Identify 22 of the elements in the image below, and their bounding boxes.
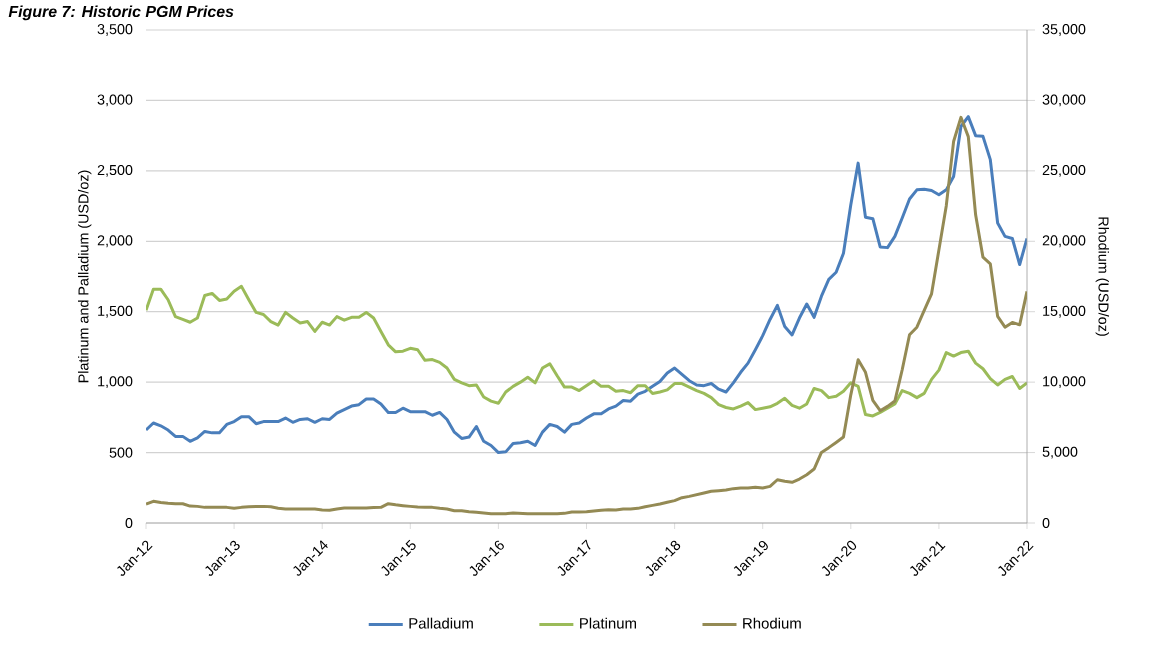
chart-title: Figure 7: Historic PGM Prices bbox=[8, 5, 234, 21]
y2-tick-label: 0 bbox=[1042, 517, 1050, 529]
y-tick-label: 3,000 bbox=[97, 94, 133, 107]
y2-tick-label: 20,000 bbox=[1042, 235, 1086, 248]
y-axis-title: Platinum and Palladium (USD/oz) bbox=[78, 170, 92, 383]
y-tick-label: 0 bbox=[125, 517, 133, 529]
y2-tick-label: 10,000 bbox=[1043, 376, 1086, 389]
legend-label: Platinum bbox=[580, 617, 636, 629]
y-tick-label: 3,500 bbox=[97, 24, 133, 36]
y2-tick-label: 25,000 bbox=[1042, 164, 1086, 177]
legend-label: Palladium bbox=[409, 617, 473, 629]
y2-tick-label: 30,000 bbox=[1042, 94, 1086, 107]
y-tick-label: 1,000 bbox=[98, 376, 133, 389]
y-tick-label: 1,500 bbox=[98, 305, 133, 318]
y2-tick-label: 15,000 bbox=[1043, 305, 1086, 318]
legend-label: Rhodium bbox=[743, 617, 801, 629]
y2-axis-title: Rhodium (USD/oz) bbox=[1095, 217, 1109, 336]
y2-tick-label: 35,000 bbox=[1042, 24, 1086, 36]
y-tick-label: 2,500 bbox=[97, 164, 133, 177]
y-tick-label: 500 bbox=[109, 447, 133, 458]
y-tick-label: 2,000 bbox=[97, 235, 133, 248]
y2-tick-label: 5,000 bbox=[1042, 446, 1078, 459]
